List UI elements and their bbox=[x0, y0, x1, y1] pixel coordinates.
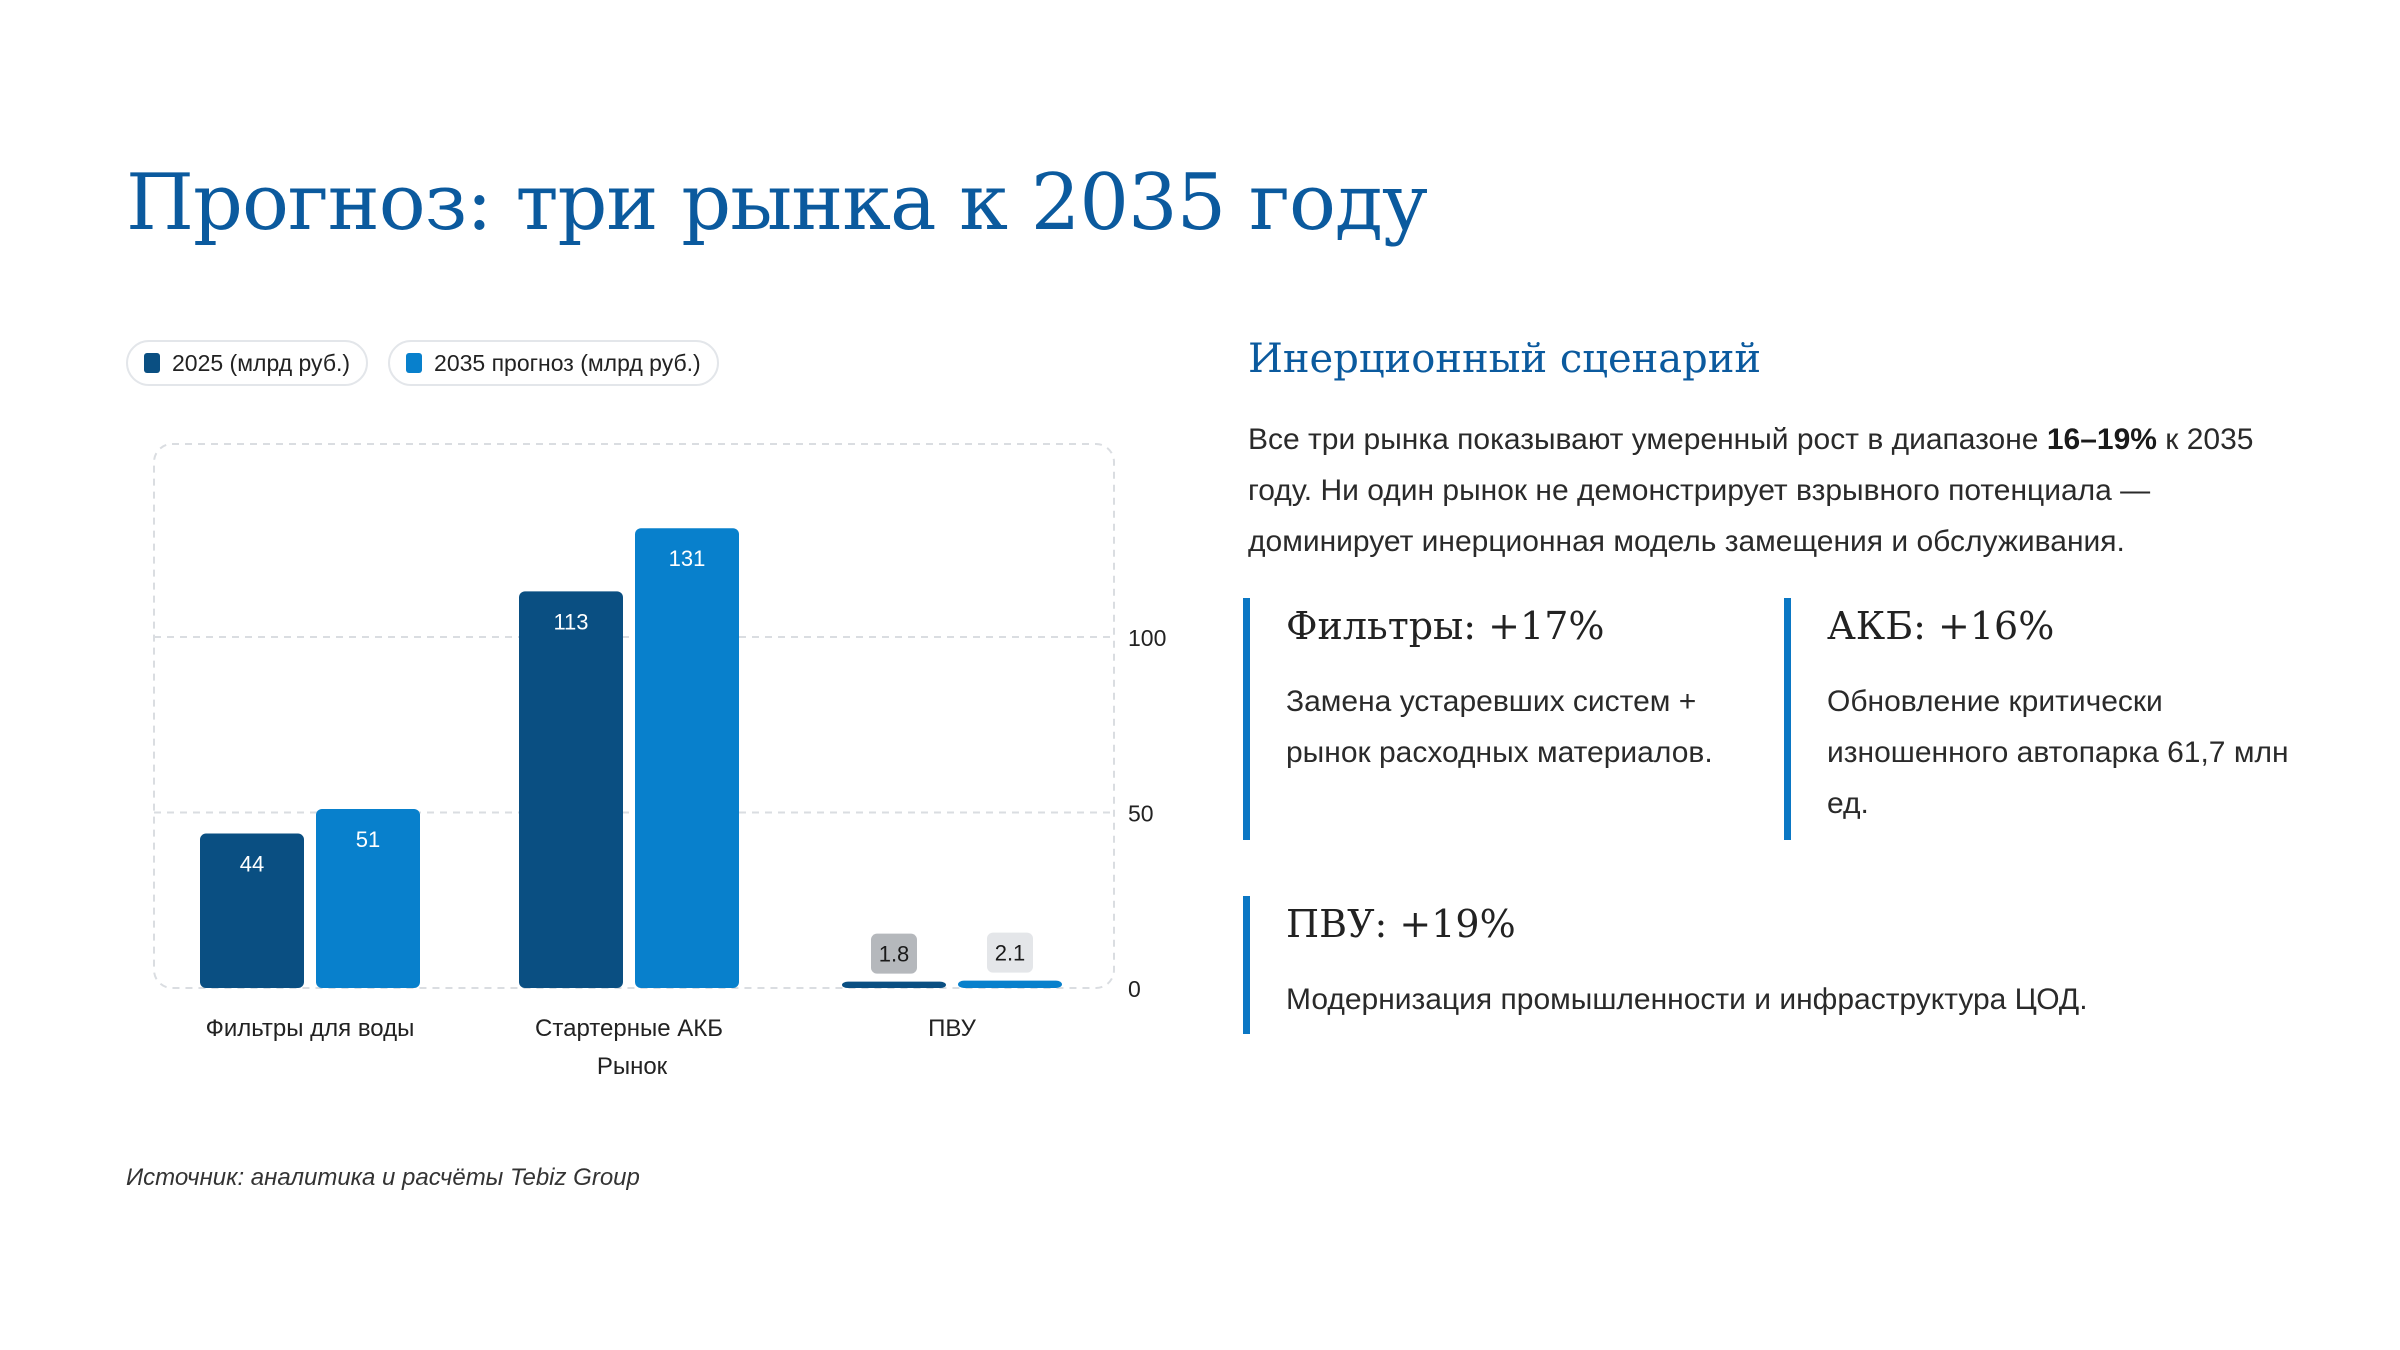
bar bbox=[958, 980, 1062, 988]
legend-swatch-2035 bbox=[406, 353, 423, 373]
data-label: 113 bbox=[553, 609, 588, 634]
card-ventilation-text: Модернизация промышленности и инфраструк… bbox=[1286, 983, 2088, 1016]
card-batteries-title: АКБ: +16% bbox=[1827, 604, 2055, 648]
bar bbox=[842, 981, 946, 988]
scenario-description: Все три рынка показывают умеренный рост … bbox=[1248, 414, 2288, 567]
data-label: 51 bbox=[356, 827, 380, 852]
scenario-text-after: к 2035 году. Ни один рынок не демонстрир… bbox=[1248, 423, 2254, 558]
card-batteries: АКБ: +16% Обновление критически изношенн… bbox=[1784, 598, 2304, 840]
legend-label-2025: 2025 (млрд руб.) bbox=[172, 349, 351, 376]
x-tick-label: Фильтры для воды bbox=[206, 1015, 415, 1042]
data-label: 44 bbox=[240, 852, 264, 877]
bar bbox=[200, 833, 304, 988]
chart-legend: 2025 (млрд руб.) 2035 прогноз (млрд руб.… bbox=[126, 340, 719, 386]
x-axis-label: Рынок bbox=[597, 1053, 668, 1080]
legend-swatch-2025 bbox=[144, 353, 160, 373]
data-label-box bbox=[871, 933, 917, 974]
plot-frame bbox=[153, 443, 1115, 989]
card-filters-text: Замена устаревших систем + рынок расходн… bbox=[1286, 685, 1713, 769]
x-tick-label: ПВУ bbox=[928, 1015, 976, 1042]
card-filters: Фильтры: +17% Замена устаревших систем +… bbox=[1243, 598, 1743, 840]
data-label: 1.8 bbox=[879, 942, 910, 967]
card-ventilation-title: ПВУ: +19% bbox=[1286, 902, 1516, 946]
bar-chart: 0 50 100 44 51 Фильтры для воды 113 131 Стартерн… bbox=[153, 443, 1166, 1080]
bar bbox=[519, 591, 623, 988]
bar bbox=[316, 808, 420, 988]
legend-item-2035: 2035 прогноз (млрд руб.) bbox=[388, 340, 719, 386]
legend-item-2025: 2025 (млрд руб.) bbox=[126, 340, 369, 386]
card-filters-title: Фильтры: +17% bbox=[1286, 604, 1605, 648]
source-note: Источник: аналитика и расчёты Tebiz Grou… bbox=[126, 1164, 640, 1191]
data-label: 2.1 bbox=[995, 941, 1026, 966]
card-ventilation: ПВУ: +19% Модернизация промышленности и … bbox=[1243, 896, 2243, 1034]
bar bbox=[635, 528, 739, 988]
data-label: 131 bbox=[669, 546, 706, 571]
scenario-text-before: Все три рынка показывают умеренный рост … bbox=[1248, 423, 2047, 456]
page-title: Прогноз: три рынка к 2035 году bbox=[126, 158, 1428, 248]
y-tick-label: 50 bbox=[1128, 801, 1154, 827]
legend-label-2035: 2035 прогноз (млрд руб.) bbox=[434, 349, 701, 376]
y-tick-label: 0 bbox=[1128, 976, 1141, 1002]
scenario-title: Инерционный сценарий bbox=[1248, 336, 1762, 382]
data-label-box bbox=[987, 932, 1033, 973]
scenario-highlight: 16–19% bbox=[2046, 423, 2157, 456]
card-batteries-text: Обновление критически изношенного автопа… bbox=[1827, 685, 2289, 820]
x-tick-label: Стартерные АКБ bbox=[535, 1015, 723, 1042]
y-tick-label: 100 bbox=[1128, 625, 1166, 651]
